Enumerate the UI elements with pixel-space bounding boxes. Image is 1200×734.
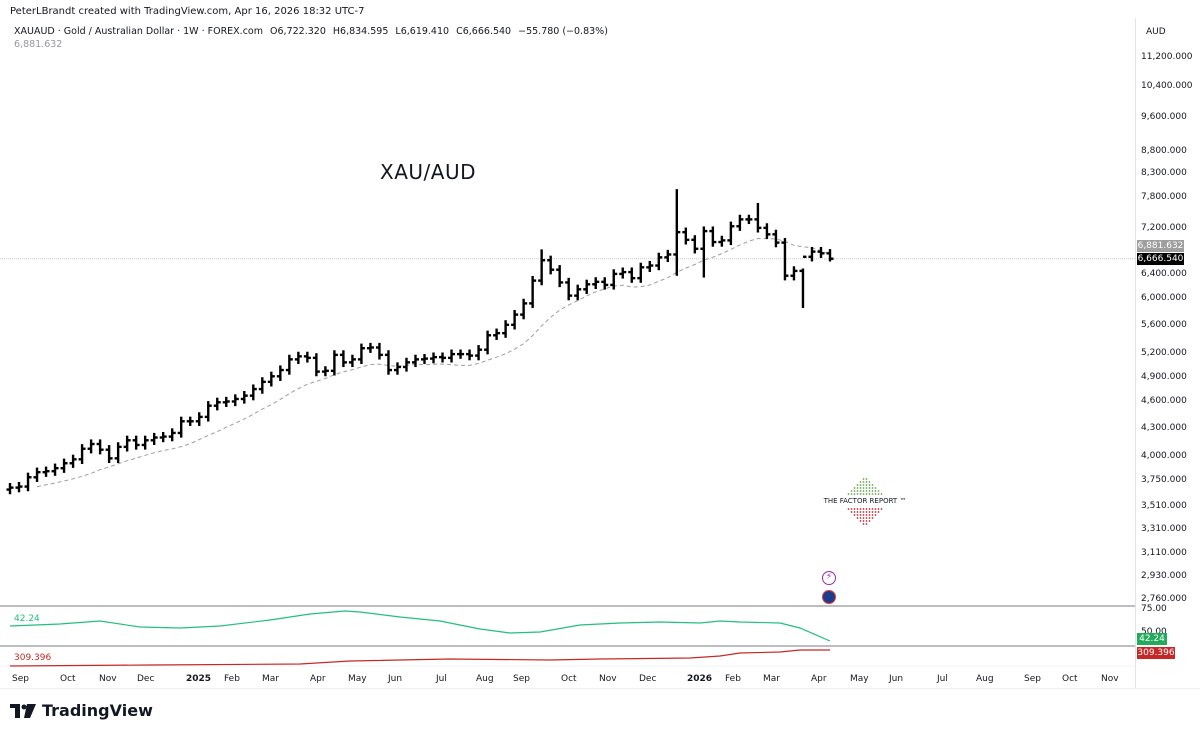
green-indicator-label: 42.24	[14, 614, 40, 624]
time-tick: May	[348, 674, 367, 684]
time-tick: Jul	[436, 674, 447, 684]
time-tick: Jun	[388, 674, 403, 684]
ohlc-low: L6,619.410	[395, 26, 450, 37]
time-tick: Jul	[937, 674, 948, 684]
factor-logo-icon	[847, 478, 883, 525]
green-indicator-tag: 42.24	[1137, 633, 1167, 645]
symbol-legend: XAUAUD · Gold / Australian Dollar · 1W ·…	[14, 26, 612, 37]
red-indicator-tag: 309.396	[1137, 647, 1175, 659]
time-tick: Apr	[811, 674, 827, 684]
price-tick: 11,200.000	[1141, 52, 1193, 62]
price-tick: 3,510.000	[1141, 501, 1187, 511]
currency-label: AUD	[1146, 27, 1166, 37]
factor-report-watermark: THE FACTOR REPORT ™	[820, 475, 910, 532]
time-tick: Feb	[224, 674, 240, 684]
price-chart[interactable]	[0, 0, 1135, 690]
tradingview-mark-icon	[10, 703, 36, 718]
chart-title: XAU/AUD	[380, 160, 476, 184]
time-tick: Sep	[12, 674, 29, 684]
price-tick: 3,110.000	[1141, 548, 1187, 558]
time-tick: Nov	[1101, 674, 1119, 684]
time-tick: Oct	[60, 674, 76, 684]
time-tick: Mar	[763, 674, 780, 684]
price-tick: 7,200.000	[1141, 223, 1187, 233]
time-tick: Dec	[137, 674, 155, 684]
price-axis[interactable]	[1135, 18, 1200, 688]
last-price-tag: 6,666.540	[1137, 253, 1184, 265]
time-tick: May	[850, 674, 869, 684]
time-tick: 2025	[186, 674, 212, 684]
tradingview-logo[interactable]: TradingView	[10, 701, 153, 720]
price-tick: 3,310.000	[1141, 524, 1187, 534]
time-tick: Aug	[476, 674, 494, 684]
ohlc-close: C6,666.540	[456, 26, 512, 37]
price-tick: 5,200.000	[1141, 348, 1187, 358]
ohlc-change: −55.780 (−0.83%)	[518, 26, 608, 37]
time-tick: 2026	[687, 674, 713, 684]
divider	[0, 688, 1200, 689]
red-indicator-label: 309.396	[14, 653, 52, 663]
ohlc-high: H6,834.595	[332, 26, 389, 37]
indicator-tick-50: 50.00	[1141, 627, 1167, 637]
price-tick: 2,930.000	[1141, 571, 1187, 581]
australia-flag-event-icon[interactable]	[822, 590, 836, 604]
price-tick: 8,800.000	[1141, 146, 1187, 156]
time-tick: Sep	[513, 674, 530, 684]
time-tick: Sep	[1024, 674, 1041, 684]
price-tick: 4,900.000	[1141, 372, 1187, 382]
price-tick: 8,300.000	[1141, 168, 1187, 178]
time-tick: Oct	[1062, 674, 1078, 684]
attribution-text: PeterLBrandt created with TradingView.co…	[10, 6, 365, 17]
time-tick: Mar	[262, 674, 279, 684]
price-tick: 6,400.000	[1141, 269, 1187, 279]
price-tick: 10,400.000	[1141, 81, 1193, 91]
ma-value: 6,881.632	[14, 39, 63, 50]
price-tick: 9,600.000	[1141, 112, 1187, 122]
ohlc-open: O6,722.320	[270, 26, 326, 37]
price-tick: 4,600.000	[1141, 396, 1187, 406]
time-tick: Dec	[639, 674, 657, 684]
price-tick: 4,000.000	[1141, 451, 1187, 461]
price-tick: 3,750.000	[1141, 475, 1187, 485]
price-tick: 4,300.000	[1141, 423, 1187, 433]
price-tick: 6,000.000	[1141, 293, 1187, 303]
price-tick: 7,800.000	[1141, 192, 1187, 202]
price-tick: 2,760.000	[1141, 594, 1187, 604]
time-tick: Apr	[310, 674, 326, 684]
ma-price-tag: 6,881.632	[1137, 240, 1184, 252]
time-tick: Aug	[976, 674, 994, 684]
time-tick: Nov	[599, 674, 617, 684]
time-tick: Nov	[99, 674, 117, 684]
time-tick: Feb	[725, 674, 741, 684]
price-tick: 5,600.000	[1141, 320, 1187, 330]
symbol-line[interactable]: XAUAUD · Gold / Australian Dollar · 1W ·…	[14, 26, 263, 37]
indicator-tick-75: 75.00	[1141, 604, 1167, 614]
watermark-text: THE FACTOR REPORT ™	[823, 497, 907, 505]
tradingview-brand: TradingView	[42, 701, 153, 720]
time-tick: Oct	[561, 674, 577, 684]
time-tick: Jun	[889, 674, 904, 684]
lightning-event-icon[interactable]: ⚡	[822, 571, 836, 585]
